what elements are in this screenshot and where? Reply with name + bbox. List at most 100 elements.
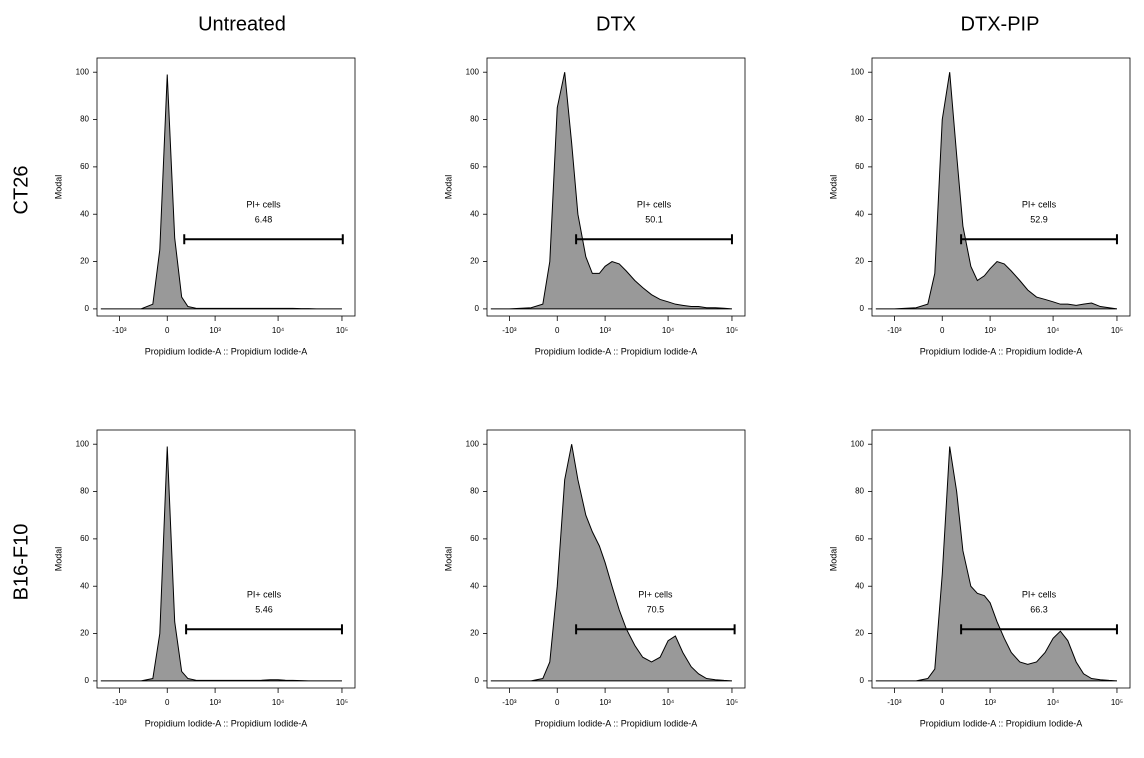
y-tick-label: 100 xyxy=(76,67,90,76)
x-tick-label: 10⁵ xyxy=(336,698,348,707)
y-axis-label: Modal xyxy=(53,175,63,200)
x-tick-label: -10³ xyxy=(502,698,517,707)
x-tick-label: 10³ xyxy=(599,698,611,707)
x-tick-label: 10³ xyxy=(984,698,996,707)
x-tick-label: 10⁵ xyxy=(726,326,738,335)
plot-frame xyxy=(486,57,746,317)
x-tick-label: -10³ xyxy=(502,326,517,335)
x-tick-label: 10³ xyxy=(599,326,611,335)
x-tick-label: 0 xyxy=(940,698,945,707)
gate-value: 6.48 xyxy=(255,215,273,225)
x-tick-label: 0 xyxy=(940,326,945,335)
y-tick-label: 100 xyxy=(466,67,480,76)
y-tick-label: 100 xyxy=(851,67,865,76)
x-tick-label: 10⁴ xyxy=(272,698,285,707)
x-tick-label: 10⁴ xyxy=(1047,698,1060,707)
y-tick-label: 20 xyxy=(855,629,864,638)
y-tick-label: 20 xyxy=(470,257,479,266)
y-tick-label: 60 xyxy=(80,534,89,543)
gate-label: PI+ cells xyxy=(246,200,281,210)
y-axis-label: Modal xyxy=(53,547,63,572)
y-tick-label: 100 xyxy=(76,439,90,448)
x-tick-label: 10⁵ xyxy=(336,326,348,335)
histogram xyxy=(100,74,342,310)
plot-frame xyxy=(486,429,746,689)
y-tick-label: 80 xyxy=(470,487,479,496)
column-title: DTX-PIP xyxy=(961,13,1040,35)
y-axis-label: Modal xyxy=(828,175,838,200)
x-tick-label: 10⁵ xyxy=(1111,326,1123,335)
y-axis-label: Modal xyxy=(443,175,453,200)
y-axis-label: Modal xyxy=(828,547,838,572)
y-tick-label: 100 xyxy=(851,439,865,448)
y-tick-label: 40 xyxy=(855,581,864,590)
gate-label: PI+ cells xyxy=(1022,590,1057,600)
x-tick-label: 10⁴ xyxy=(662,326,675,335)
x-tick-label: -10³ xyxy=(112,698,127,707)
y-tick-label: 40 xyxy=(470,581,479,590)
x-axis-label: Propidium Iodide-A :: Propidium Iodide-A xyxy=(535,346,698,356)
y-tick-label: 40 xyxy=(470,209,479,218)
row-label: CT26 xyxy=(10,166,32,215)
y-tick-label: 20 xyxy=(855,257,864,266)
plot-frame xyxy=(871,429,1131,689)
y-tick-label: 0 xyxy=(85,676,90,685)
x-axis-label: Propidium Iodide-A :: Propidium Iodide-A xyxy=(145,346,308,356)
y-tick-label: 0 xyxy=(860,676,865,685)
x-tick-label: 0 xyxy=(165,326,170,335)
plot-frame xyxy=(871,57,1131,317)
x-tick-label: 10⁵ xyxy=(726,698,738,707)
x-tick-label: 10⁴ xyxy=(272,326,285,335)
gate-label: PI+ cells xyxy=(247,590,282,600)
x-tick-label: 10⁴ xyxy=(662,698,675,707)
y-tick-label: 0 xyxy=(475,304,480,313)
gate-value: 66.3 xyxy=(1030,605,1048,615)
gate-label: PI+ cells xyxy=(638,590,673,600)
y-axis-label: Modal xyxy=(443,547,453,572)
y-tick-label: 60 xyxy=(470,534,479,543)
histogram xyxy=(490,444,732,682)
x-tick-label: -10³ xyxy=(112,326,127,335)
x-tick-label: 10³ xyxy=(984,326,996,335)
gate-value: 5.46 xyxy=(255,605,273,615)
x-tick-label: 0 xyxy=(555,326,560,335)
x-tick-label: 10⁴ xyxy=(1047,326,1060,335)
gate-value: 50.1 xyxy=(645,215,663,225)
y-tick-label: 20 xyxy=(80,257,89,266)
y-tick-label: 60 xyxy=(855,162,864,171)
y-tick-label: 80 xyxy=(855,487,864,496)
y-tick-label: 20 xyxy=(470,629,479,638)
y-tick-label: 80 xyxy=(80,487,89,496)
x-tick-label: -10³ xyxy=(887,698,902,707)
gate-label: PI+ cells xyxy=(1022,200,1057,210)
y-tick-label: 20 xyxy=(80,629,89,638)
y-tick-label: 0 xyxy=(860,304,865,313)
x-axis-label: Propidium Iodide-A :: Propidium Iodide-A xyxy=(535,718,698,728)
y-tick-label: 80 xyxy=(80,115,89,124)
x-tick-label: 0 xyxy=(555,698,560,707)
x-axis-label: Propidium Iodide-A :: Propidium Iodide-A xyxy=(145,718,308,728)
y-tick-label: 0 xyxy=(85,304,90,313)
x-axis-label: Propidium Iodide-A :: Propidium Iodide-A xyxy=(920,718,1083,728)
column-title: Untreated xyxy=(198,13,286,35)
histogram xyxy=(100,446,342,682)
y-tick-label: 60 xyxy=(855,534,864,543)
x-tick-label: 10³ xyxy=(209,698,221,707)
y-tick-label: 0 xyxy=(475,676,480,685)
x-tick-label: 10⁵ xyxy=(1111,698,1123,707)
row-label: B16-F10 xyxy=(10,524,32,601)
plot-frame xyxy=(96,57,356,317)
gate-value: 52.9 xyxy=(1030,215,1048,225)
y-tick-label: 80 xyxy=(470,115,479,124)
y-tick-label: 60 xyxy=(470,162,479,171)
histogram xyxy=(875,72,1118,310)
histogram xyxy=(875,446,1117,682)
column-title: DTX xyxy=(596,13,636,35)
gate-label: PI+ cells xyxy=(637,200,672,210)
gate-value: 70.5 xyxy=(647,605,665,615)
plot-frame xyxy=(96,429,356,689)
y-tick-label: 80 xyxy=(855,115,864,124)
y-tick-label: 40 xyxy=(855,209,864,218)
histogram xyxy=(490,72,733,310)
